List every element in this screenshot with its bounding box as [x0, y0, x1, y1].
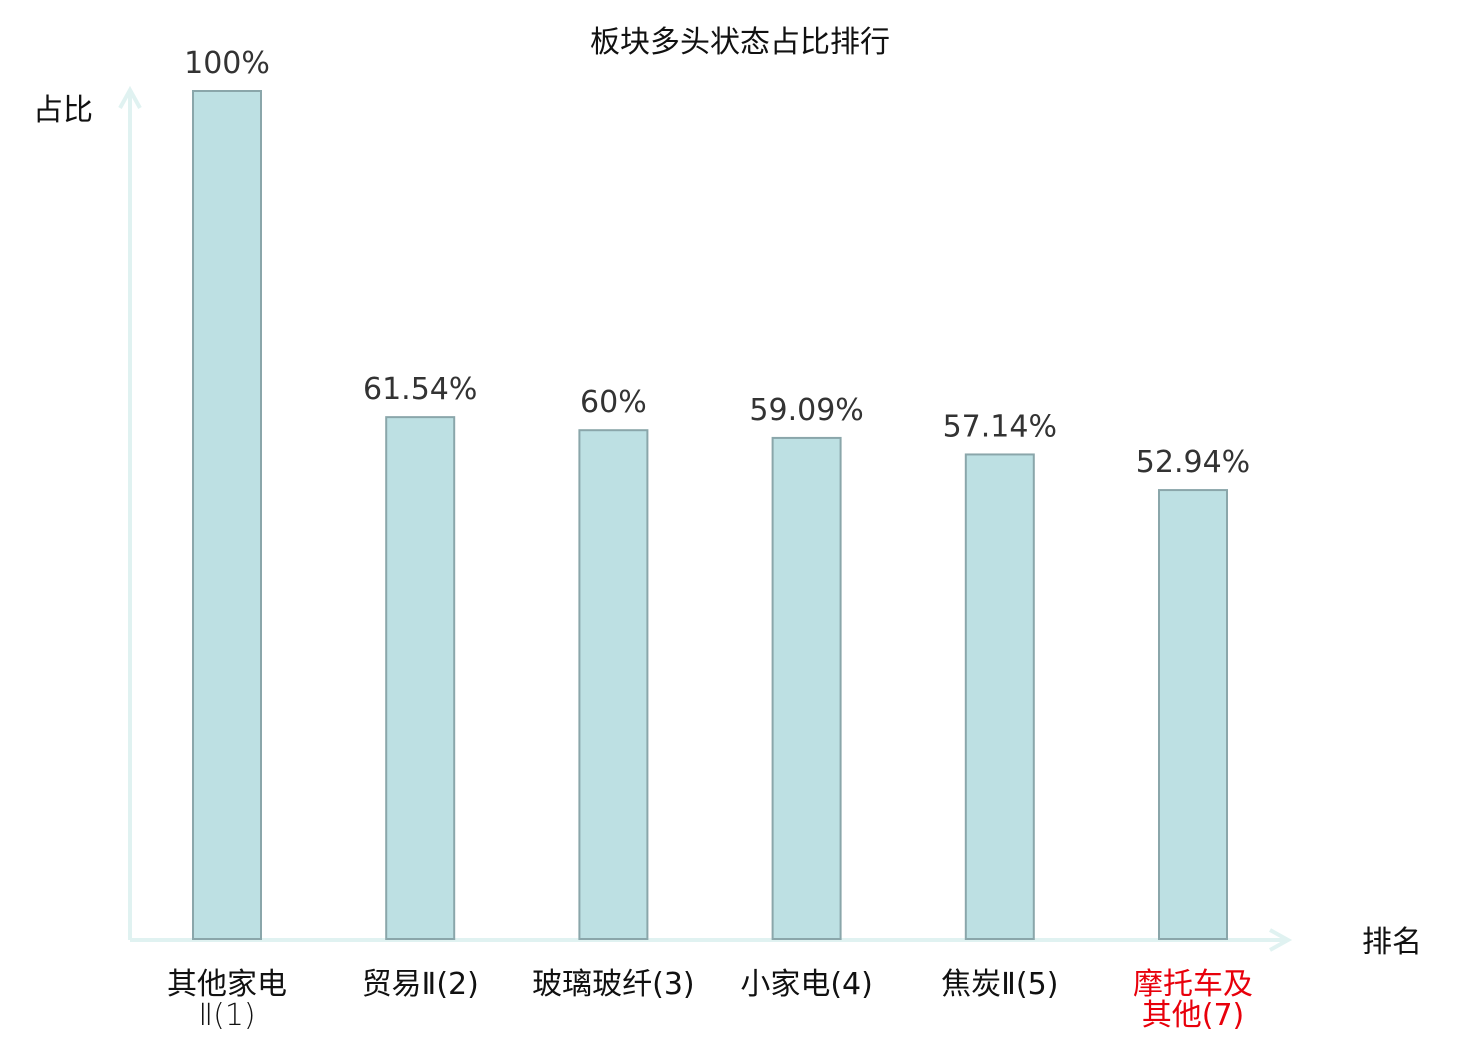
value-label-1: 100% — [184, 46, 270, 81]
category-rank: (3) — [652, 967, 695, 1002]
chart-title: 板块多头状态占比排行 — [590, 25, 890, 60]
category-label-2: 贸易Ⅱ(2) — [362, 967, 479, 1002]
bar-6 — [1158, 489, 1228, 940]
category-label-1: 其他家电 Ⅱ(1) — [167, 967, 287, 1033]
category-label-6: 摩托车及其他(7) — [1133, 967, 1253, 1033]
category-rank: (2) — [436, 967, 479, 1002]
category-label-5: 焦炭Ⅱ(5) — [941, 967, 1058, 1002]
x-axis-label: 排名 — [1362, 925, 1422, 960]
bar-1 — [192, 90, 262, 940]
category-name: 小家电 — [740, 967, 830, 1002]
bars — [192, 90, 1228, 940]
value-label-6: 52.94% — [1136, 445, 1250, 480]
y-axis-arrow — [118, 85, 142, 109]
category-rank: (7) — [1202, 998, 1245, 1033]
value-label-2: 61.54% — [363, 372, 477, 407]
value-label-4: 59.09% — [749, 393, 863, 428]
bar-4 — [771, 436, 842, 940]
x-axis-arrow — [1269, 928, 1293, 952]
value-label-5: 57.14% — [943, 409, 1057, 444]
category-rank: (5) — [1016, 967, 1059, 1002]
category-name: 其他家电 — [167, 967, 287, 1002]
category-name: 焦炭Ⅱ — [941, 967, 1016, 1002]
category-rank: (4) — [830, 967, 873, 1002]
value-label-3: 60% — [580, 385, 647, 420]
category-rank: Ⅱ(1) — [198, 998, 255, 1033]
bar-5 — [964, 453, 1035, 940]
category-name: 摩托车及 — [1133, 967, 1253, 1002]
bar-3 — [578, 429, 649, 940]
category-name: 贸易Ⅱ — [362, 967, 437, 1002]
category-label-3: 玻璃玻纤(3) — [532, 967, 695, 1002]
category-label-4: 小家电(4) — [740, 967, 873, 1002]
bar-2 — [385, 416, 456, 940]
category-name: 其他 — [1142, 998, 1202, 1033]
axes — [118, 85, 1293, 952]
category-name: 玻璃玻纤 — [532, 967, 652, 1002]
value-labels: 100% 61.54% 60% 59.09% 57.14% 52.94% — [184, 46, 1250, 480]
category-labels: 其他家电 Ⅱ(1)贸易Ⅱ(2) 玻璃玻纤(3) 小家电(4) 焦炭Ⅱ(5) 摩托车及其他(… — [167, 967, 1253, 1033]
y-axis-label: 占比 — [33, 93, 93, 128]
